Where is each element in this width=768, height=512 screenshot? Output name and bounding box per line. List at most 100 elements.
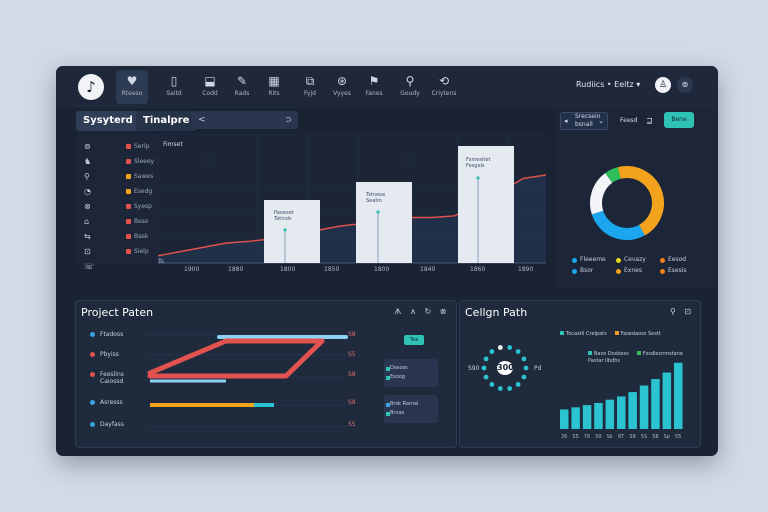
list-item[interactable]: ⊡ Sielp bbox=[84, 245, 156, 259]
row-label: Asresss bbox=[100, 399, 123, 406]
donut-slice bbox=[590, 173, 613, 215]
side-list: ⊚ Serlp ♞ Sleeey ⚲ Sawes ◔ Esedg ⊗ Syesp ⌂ Beso ⇆ Bas… bbox=[78, 134, 158, 271]
toolbar-item-criytens[interactable]: ⟲ Criytens bbox=[428, 70, 460, 104]
list-item[interactable]: ♞ Sleeey bbox=[84, 155, 156, 169]
bar-label: S5 bbox=[572, 434, 578, 440]
primary-button[interactable]: Bene bbox=[664, 112, 694, 128]
bar-label: 50 bbox=[595, 434, 601, 440]
bar bbox=[674, 362, 683, 429]
y-axis-label: ds bbox=[158, 258, 164, 264]
card-label: Brsk Ramal bbox=[390, 401, 419, 407]
legend-item: Baso Dosbess bbox=[588, 351, 629, 357]
x-tick-label: 1880 bbox=[228, 266, 244, 273]
list-item[interactable]: ⚲ Sawes bbox=[84, 170, 156, 184]
list-item[interactable]: ⊚ Serlp bbox=[84, 140, 156, 154]
toolbar-label: Goudy bbox=[400, 90, 420, 97]
row-value: S8 bbox=[348, 399, 356, 406]
ring-dot bbox=[489, 382, 495, 387]
row-value: S8 bbox=[348, 371, 356, 378]
status-dot bbox=[126, 219, 131, 224]
bar-label: 58 bbox=[652, 434, 658, 440]
ring-dot bbox=[483, 356, 489, 362]
list-item[interactable]: ⌂ Beso bbox=[84, 215, 156, 229]
collapse-icon[interactable]: ∧ bbox=[410, 307, 416, 316]
legend-label: Tocastil Crelpats bbox=[566, 331, 607, 337]
legend-label: Fleeeme bbox=[580, 256, 606, 263]
ring-dot bbox=[481, 365, 487, 371]
project-svg bbox=[146, 334, 348, 428]
bar bbox=[662, 372, 672, 429]
donut-slice bbox=[626, 166, 664, 236]
list-icon: ⊗ bbox=[84, 202, 91, 211]
row-label: Ftadoss bbox=[100, 331, 124, 338]
list-item[interactable]: ☏ bbox=[84, 260, 156, 274]
bar bbox=[651, 379, 660, 429]
toolbar-item-codd[interactable]: ⬓ Codd bbox=[194, 70, 226, 104]
list-item[interactable]: ⊗ Syesp bbox=[84, 200, 156, 214]
toolbar-item-saitd[interactable]: ▯ Saitd bbox=[158, 70, 190, 104]
x-tick-label: 1840 bbox=[420, 266, 436, 273]
panel-actions: ⚲ ⊡ bbox=[670, 307, 691, 316]
bar bbox=[605, 399, 615, 429]
timeline-card-2 bbox=[356, 182, 412, 263]
dashboard-window: ♪ ♥ Rteeso ▯ Saitd ⬓ Codd ✎ Rads ▦ Rits ⧉ Fyjd ⊛ Vyye… bbox=[56, 66, 718, 456]
list-item[interactable]: ⇆ Bask bbox=[84, 230, 156, 244]
toolbar-item-vyyes[interactable]: ⊛ Vyyes bbox=[326, 70, 358, 104]
card-2-line1: Tstneoe bbox=[365, 192, 385, 198]
row-dot bbox=[90, 372, 95, 377]
user-menu[interactable]: Rudiics • Eeitz ▾ bbox=[576, 80, 640, 89]
legend-label: Fasedaoss Sestt bbox=[620, 331, 661, 337]
donut-slice bbox=[591, 210, 608, 227]
panel-title: Project Paten bbox=[81, 306, 154, 319]
bar-label: Sk bbox=[607, 434, 613, 440]
settings-icon[interactable]: ⊚ bbox=[677, 77, 693, 93]
legend-swatch bbox=[616, 258, 621, 263]
refresh-icon: ⟲ bbox=[438, 74, 450, 88]
card-3-line2: Fesgels bbox=[466, 163, 485, 169]
search-input[interactable]: < ⊃ bbox=[192, 111, 298, 129]
bar-label: 5S bbox=[641, 434, 647, 440]
toolbar-item-goudy[interactable]: ⚲ Goudy bbox=[394, 70, 426, 104]
bar bbox=[582, 405, 592, 429]
legend-swatch bbox=[636, 351, 641, 355]
x-tick-label: 1890 bbox=[518, 266, 534, 273]
card-row: Dasoss bbox=[386, 365, 408, 371]
range-dropdown[interactable]: ◂ Srecsein bsnall ⌄ bbox=[560, 112, 608, 130]
card-swatch bbox=[386, 367, 390, 371]
pin-icon[interactable]: ⚲ bbox=[670, 307, 676, 316]
bar bbox=[560, 409, 569, 429]
list-icon: ⊚ bbox=[84, 142, 91, 151]
tag-button[interactable]: Tea bbox=[404, 335, 424, 345]
row-label: Pbyiss bbox=[100, 351, 119, 358]
list-icon: ♞ bbox=[84, 157, 92, 166]
donut-svg bbox=[590, 166, 664, 240]
close-icon[interactable]: ⊗ bbox=[439, 307, 447, 316]
row-value: S8 bbox=[348, 331, 356, 338]
refresh-icon[interactable]: ↻ bbox=[424, 307, 432, 316]
card-swatch bbox=[386, 403, 390, 407]
list-item[interactable]: ◔ Esedg bbox=[84, 185, 156, 199]
toolbar-item-rads[interactable]: ✎ Rads bbox=[226, 70, 258, 104]
filter-icon[interactable]: ᗑ bbox=[394, 307, 402, 316]
row-dot bbox=[90, 400, 95, 405]
toolbar-item-rteeso[interactable]: ♥ Rteeso bbox=[116, 70, 148, 104]
toolbar-label: Fanes bbox=[365, 90, 383, 97]
status-card-1: Dasoss Esoog bbox=[384, 359, 438, 387]
legend-label: Bsor bbox=[580, 267, 594, 274]
bar bbox=[571, 407, 580, 429]
legend-label: Baso Dosbess bbox=[594, 351, 629, 357]
paint-icon: ✎ bbox=[236, 74, 248, 88]
ring-dot bbox=[497, 345, 503, 350]
panel-icon[interactable]: ⊒ bbox=[646, 116, 653, 125]
toolbar-item-fyjd[interactable]: ⧉ Fyjd bbox=[294, 70, 326, 104]
avatar[interactable]: ♙ bbox=[655, 77, 671, 93]
app-logo[interactable]: ♪ bbox=[78, 74, 104, 100]
toolbar-item-rits[interactable]: ▦ Rits bbox=[258, 70, 290, 104]
trash-icon[interactable]: ⊡ bbox=[684, 307, 692, 316]
list-label: Sawes bbox=[134, 173, 154, 180]
status-dot bbox=[126, 144, 131, 149]
tab-system[interactable]: Sysyterd bbox=[76, 111, 140, 131]
tab-timeline[interactable]: Tinalpre bbox=[136, 111, 197, 131]
ring-dot bbox=[497, 386, 503, 391]
toolbar-item-fanes[interactable]: ⚑ Fanes bbox=[358, 70, 390, 104]
